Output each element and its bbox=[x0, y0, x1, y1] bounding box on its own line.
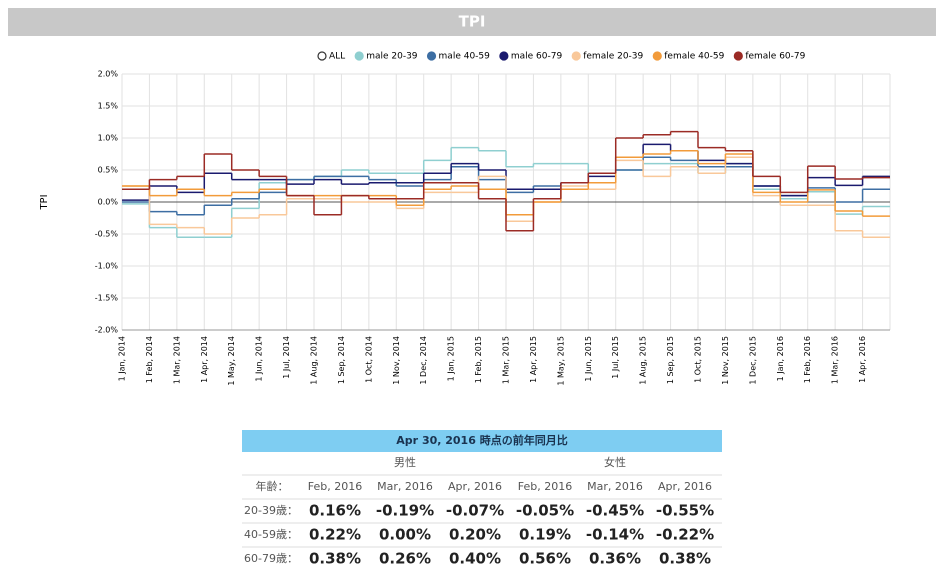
table-group: 女性 bbox=[604, 455, 626, 469]
table-cell: 0.19% bbox=[519, 526, 571, 544]
x-tick-label: 1 Oct, 2014 bbox=[364, 336, 373, 383]
x-tick-label: 1 Jul, 2014 bbox=[282, 336, 291, 379]
table-cell: 0.38% bbox=[309, 550, 361, 568]
x-tick-label: 1 Apr, 2015 bbox=[529, 336, 538, 383]
x-tick-label: 1 Apr, 2016 bbox=[858, 336, 867, 383]
legend-label: female 20-39 bbox=[583, 52, 643, 62]
table-row-label: 20-39歳： bbox=[244, 504, 298, 517]
table-cell: 0.36% bbox=[589, 550, 641, 568]
x-tick-label: 1 Jan, 2014 bbox=[118, 336, 127, 381]
x-tick-label: 1 Jun, 2014 bbox=[255, 336, 264, 382]
x-tick-label: 1 Apr, 2014 bbox=[200, 336, 209, 383]
table-corner: 年齢： bbox=[256, 479, 289, 493]
table-cell: -0.05% bbox=[516, 502, 574, 520]
legend-label: female 40-59 bbox=[664, 52, 724, 62]
y-tick-label: -1.5% bbox=[95, 294, 119, 303]
table-column-header: Feb, 2016 bbox=[308, 480, 362, 493]
table-cell: 0.22% bbox=[309, 526, 361, 544]
table-column-header: Mar, 2016 bbox=[587, 480, 643, 493]
table-title: Apr 30, 2016 時点の前年同月比 bbox=[396, 433, 567, 447]
x-tick-label: 1 Aug, 2015 bbox=[639, 336, 648, 385]
legend-marker bbox=[652, 51, 662, 61]
table-column-header: Feb, 2016 bbox=[518, 480, 572, 493]
y-tick-label: 1.0% bbox=[98, 134, 119, 143]
table-cell: -0.45% bbox=[586, 502, 644, 520]
x-tick-label: 1 Jan, 2015 bbox=[447, 336, 456, 381]
legend-marker bbox=[733, 51, 743, 61]
x-tick-label: 1 Oct, 2015 bbox=[694, 336, 703, 383]
table-cell: 0.16% bbox=[309, 502, 361, 520]
chart-title: TPI bbox=[459, 13, 486, 31]
x-tick-label: 1 Feb, 2014 bbox=[145, 336, 154, 383]
table-cell: 0.38% bbox=[659, 550, 711, 568]
x-tick-label: 1 May, 2015 bbox=[556, 336, 565, 386]
y-tick-label: 0.5% bbox=[98, 166, 119, 175]
table-row-label: 60-79歳： bbox=[244, 552, 298, 565]
table-group: 男性 bbox=[394, 455, 416, 469]
x-tick-label: 1 Jun, 2015 bbox=[584, 336, 593, 382]
table-cell: 0.26% bbox=[379, 550, 431, 568]
y-tick-label: 0.0% bbox=[98, 198, 119, 207]
legend-label: male 40-59 bbox=[439, 52, 491, 62]
x-tick-label: 1 Feb, 2015 bbox=[474, 336, 483, 383]
legend-marker bbox=[354, 51, 364, 61]
table-column-header: Apr, 2016 bbox=[448, 480, 502, 493]
x-tick-label: 1 Jan, 2016 bbox=[776, 336, 785, 381]
legend-marker bbox=[499, 51, 509, 61]
table-cell: 0.20% bbox=[449, 526, 501, 544]
y-tick-label: -2.0% bbox=[95, 326, 119, 335]
table-cell: -0.55% bbox=[656, 502, 714, 520]
table-cell: 0.00% bbox=[379, 526, 431, 544]
x-tick-label: 1 May, 2014 bbox=[227, 336, 236, 386]
legend-label: male 20-39 bbox=[366, 52, 418, 62]
x-tick-label: 1 Nov, 2014 bbox=[392, 336, 401, 385]
y-tick-label: -0.5% bbox=[95, 230, 119, 239]
x-tick-label: 1 Mar, 2015 bbox=[502, 336, 511, 384]
title-bar bbox=[8, 8, 936, 36]
table-cell: -0.14% bbox=[586, 526, 644, 544]
legend-label: male 60-79 bbox=[511, 52, 563, 62]
table-cell: -0.22% bbox=[656, 526, 714, 544]
table-cell: -0.19% bbox=[376, 502, 434, 520]
table-header-bar bbox=[242, 430, 722, 452]
table-cell: 0.40% bbox=[449, 550, 501, 568]
x-tick-label: 1 Dec, 2015 bbox=[748, 336, 757, 385]
table-cell: 0.56% bbox=[519, 550, 571, 568]
x-tick-label: 1 Dec, 2014 bbox=[419, 336, 428, 385]
legend-label: ALL bbox=[329, 52, 345, 62]
x-tick-label: 1 Aug, 2014 bbox=[310, 336, 319, 385]
legend-marker bbox=[571, 51, 581, 61]
x-tick-label: 1 Sep, 2015 bbox=[666, 336, 675, 384]
y-tick-label: 1.5% bbox=[98, 102, 119, 111]
x-tick-label: 1 Nov, 2015 bbox=[721, 336, 730, 385]
y-axis-label: TPI bbox=[39, 194, 50, 210]
legend-marker bbox=[426, 51, 437, 61]
x-tick-label: 1 Sep, 2014 bbox=[337, 336, 346, 384]
y-tick-label: 2.0% bbox=[98, 70, 119, 79]
x-tick-label: 1 Mar, 2014 bbox=[172, 336, 181, 384]
table-cell: -0.07% bbox=[446, 502, 504, 520]
y-tick-label: -1.0% bbox=[95, 262, 119, 271]
table-column-header: Mar, 2016 bbox=[377, 480, 433, 493]
x-tick-label: 1 Jul, 2015 bbox=[611, 336, 620, 379]
table-row-label: 40-59歳： bbox=[244, 528, 298, 541]
table-column-header: Apr, 2016 bbox=[658, 480, 712, 493]
legend-label: female 60-79 bbox=[745, 52, 805, 62]
x-tick-label: 1 Mar, 2016 bbox=[831, 336, 840, 384]
legend-marker bbox=[317, 51, 327, 61]
x-tick-label: 1 Feb, 2016 bbox=[803, 336, 812, 383]
